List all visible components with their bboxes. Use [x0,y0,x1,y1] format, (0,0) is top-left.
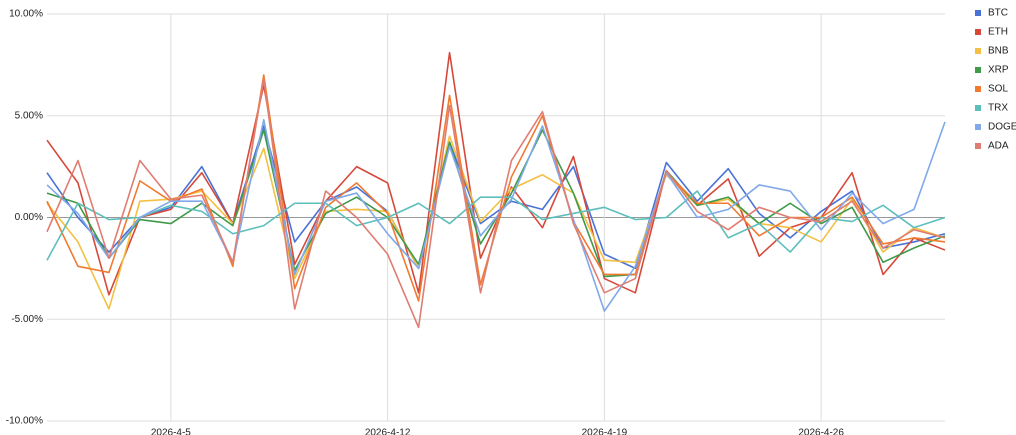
series-line [46,74,946,302]
y-tick-label: 10.00% [9,9,43,20]
legend-swatch [975,105,981,111]
x-tick-label: 2026-4-26 [798,428,844,435]
series-line [46,119,946,312]
legend-label: BNB [988,46,1009,57]
legend-swatch [975,10,981,16]
series-line [46,129,946,278]
series-line [46,51,946,296]
legend-label: TRX [988,103,1008,114]
legend-swatch [975,143,981,149]
legend-label: ETH [988,27,1008,38]
series-line [46,78,946,329]
y-tick-label: -5.00% [11,314,43,325]
y-tick-label: 5.00% [15,110,43,121]
legend-swatch [975,48,981,54]
legend-swatch [975,86,981,92]
legend-label: ADA [988,141,1009,152]
legend-label: BTC [988,8,1008,19]
series-line [46,135,946,310]
series-line [46,190,946,261]
legend-label: DOGE [988,122,1016,133]
legend-swatch [975,124,981,130]
y-tick-label: 0.00% [15,212,43,223]
x-tick-label: 2026-4-19 [582,428,628,435]
legend-label: SOL [988,84,1008,95]
x-tick-label: 2026-4-5 [151,428,191,435]
legend-swatch [975,67,981,73]
series-line [46,125,946,270]
y-tick-label: -10.00% [6,416,43,427]
x-tick-label: 2026-4-12 [365,428,411,435]
legend-label: XRP [988,65,1009,76]
legend-swatch [975,29,981,35]
